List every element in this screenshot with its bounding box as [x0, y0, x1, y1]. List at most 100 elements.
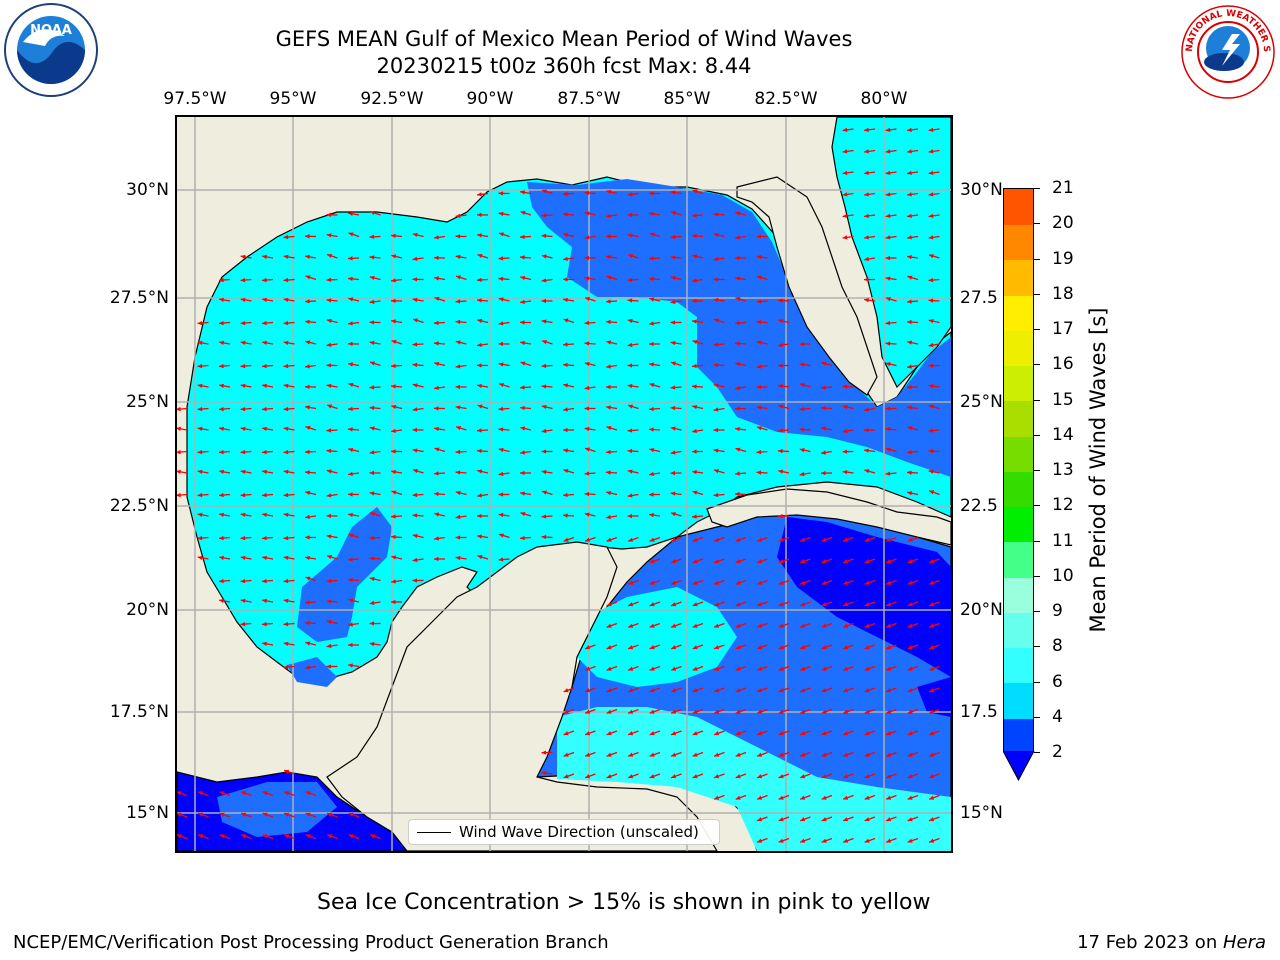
wind-wave-arrow-head — [778, 363, 783, 368]
wind-wave-arrow-head — [714, 795, 720, 800]
wind-wave-arrow-head — [305, 791, 311, 796]
wind-wave-arrow-head — [886, 602, 892, 607]
wind-wave-arrow-head — [628, 253, 633, 259]
wind-wave-arrow-head — [800, 817, 806, 822]
wind-wave-arrow-head — [713, 342, 719, 347]
wind-wave-arrow-head — [283, 641, 289, 647]
wind-wave-arrow-head — [326, 318, 332, 324]
wind-wave-arrow-head — [283, 449, 289, 455]
wind-wave-arrow-head — [584, 385, 590, 391]
wind-wave-arrow-head — [262, 535, 267, 541]
wind-wave-arrow-head — [348, 834, 354, 839]
wind-wave-arrow-head — [541, 428, 547, 434]
wind-wave-arrow-head — [241, 812, 247, 817]
wind-wave-arrow-head — [735, 255, 740, 261]
wind-wave-arrow-head — [821, 450, 826, 455]
wind-wave-arrow-head — [520, 340, 525, 346]
wind-wave-arrow-head — [799, 362, 805, 367]
wind-wave-arrow-head — [563, 492, 568, 498]
lon-tick-top: 90°W — [466, 89, 514, 109]
wind-wave-arrow-head — [692, 537, 698, 542]
wind-wave-arrow-head — [713, 492, 719, 498]
colorbar-band — [1004, 647, 1033, 684]
wind-wave-arrow-head — [520, 234, 525, 240]
wind-wave-arrow-head — [756, 364, 762, 369]
wind-wave-arrow-head — [821, 623, 827, 628]
wind-wave-arrow-head — [563, 752, 569, 757]
wind-wave-arrow-head — [456, 275, 461, 280]
wind-wave-arrow-head — [606, 731, 612, 736]
wind-wave-arrow-head — [778, 580, 784, 585]
wind-wave-arrow-head — [671, 688, 677, 693]
wind-wave-arrow-head — [369, 320, 375, 325]
wind-wave-arrow-head — [735, 385, 740, 391]
wind-wave-arrow-head — [412, 513, 418, 518]
wind-wave-arrow-head — [412, 383, 418, 388]
wind-wave-arrow-head — [714, 623, 720, 628]
wind-wave-arrow-head — [929, 731, 935, 736]
wind-wave-arrow-head — [886, 838, 892, 843]
wind-wave-arrow-head — [864, 192, 869, 197]
wind-wave-arrow-head — [370, 210, 376, 216]
wind-wave-arrow-head — [649, 256, 654, 261]
lat-tick-right: 15°N — [960, 803, 1003, 823]
wind-wave-arrow-head — [907, 666, 913, 671]
wind-wave-arrow-head — [413, 468, 418, 474]
wind-wave-arrow-head — [219, 383, 224, 389]
wind-wave-arrow-head — [369, 450, 375, 455]
wind-wave-arrow-head — [606, 384, 611, 390]
caribbean-deep-blue-zone — [777, 517, 951, 677]
wind-wave-arrow-head — [563, 297, 568, 303]
wind-wave-arrow-head — [929, 645, 935, 650]
wind-wave-arrow-head — [369, 234, 375, 240]
wind-wave-arrow-head — [477, 555, 483, 560]
wind-wave-arrow-head — [284, 769, 290, 774]
wind-wave-arrow-head — [348, 256, 353, 261]
wind-wave-arrow-head — [735, 235, 740, 240]
wind-wave-arrow-head — [778, 469, 784, 474]
wind-wave-arrow-head — [177, 791, 182, 796]
wind-wave-arrow-head — [326, 428, 332, 433]
wind-wave-arrow-head — [778, 602, 784, 607]
wind-wave-arrow-head — [305, 641, 311, 646]
wind-wave-arrow-head — [197, 512, 203, 518]
lon-tick-top: 82.5°W — [754, 89, 818, 109]
wind-wave-arrow-head — [821, 709, 827, 714]
colorbar-band — [1004, 471, 1033, 507]
wind-wave-arrow-head — [907, 254, 912, 260]
wind-wave-arrow-head — [713, 427, 719, 433]
sea-ice-note: Sea Ice Concentration > 15% is shown in … — [317, 890, 931, 915]
wind-wave-arrow-head — [563, 191, 568, 197]
wind-wave-arrow-head — [369, 491, 375, 496]
lat-tick-right: 25°N — [960, 392, 1003, 412]
wind-wave-arrow-head — [842, 235, 848, 240]
wind-wave-arrow-head — [692, 428, 697, 434]
wind-wave-arrow-head — [886, 580, 892, 585]
nws-logo: NATIONAL WEATHER SERVICE — [1177, 0, 1276, 100]
wind-wave-arrow-head — [348, 321, 353, 326]
wind-wave-arrow-head — [735, 709, 741, 714]
lon-tick-top: 97.5°W — [163, 89, 227, 109]
colorbar-tick-label: 12 — [1052, 495, 1074, 516]
wind-wave-arrow-head — [735, 623, 741, 628]
wind-wave-arrow-head — [928, 298, 934, 303]
wind-wave-arrow-head — [692, 645, 698, 650]
wind-wave-arrow-head — [886, 731, 892, 736]
wind-wave-arrow-head — [885, 255, 891, 261]
wind-wave-arrow-head — [177, 492, 181, 498]
wind-wave-arrow-head — [498, 427, 504, 432]
noaa-logo: NOAA — [3, 2, 99, 98]
wind-wave-arrow-head — [283, 406, 289, 412]
wind-wave-arrow-head — [670, 450, 676, 455]
wind-wave-arrow-head — [886, 645, 892, 650]
wind-wave-arrow-head — [283, 492, 289, 498]
wind-wave-arrow-head — [219, 297, 224, 303]
wind-wave-arrow-head — [692, 213, 697, 218]
wind-wave-arrow-head — [520, 512, 526, 517]
wind-wave-arrow-head — [821, 817, 827, 822]
colorbar-tick-label: 11 — [1052, 530, 1074, 551]
wind-wave-arrow-head — [843, 709, 849, 714]
wind-wave-arrow-head — [305, 364, 310, 369]
wind-wave-arrow-head — [757, 623, 763, 628]
wind-wave-arrow-head — [757, 645, 763, 650]
